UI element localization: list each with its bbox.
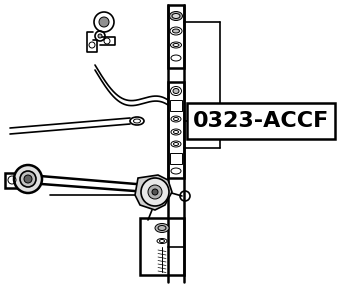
Bar (168, 82, 184, 178)
Ellipse shape (173, 29, 179, 33)
Bar (5, 173, 20, 188)
Text: 0323-ACCF: 0323-ACCF (193, 111, 329, 131)
Circle shape (141, 178, 169, 206)
Bar (168, 5, 184, 68)
Circle shape (20, 171, 36, 187)
Ellipse shape (155, 224, 169, 232)
Circle shape (152, 189, 158, 195)
Circle shape (99, 17, 109, 27)
Ellipse shape (172, 13, 180, 18)
Circle shape (148, 185, 162, 199)
Ellipse shape (169, 11, 182, 20)
Circle shape (24, 175, 32, 183)
Bar (170, 153, 182, 164)
Ellipse shape (173, 88, 179, 94)
Bar (140, 218, 184, 275)
Circle shape (98, 34, 102, 38)
Bar (187, 103, 335, 139)
Bar (170, 100, 182, 111)
Polygon shape (135, 175, 172, 210)
Circle shape (14, 165, 42, 193)
